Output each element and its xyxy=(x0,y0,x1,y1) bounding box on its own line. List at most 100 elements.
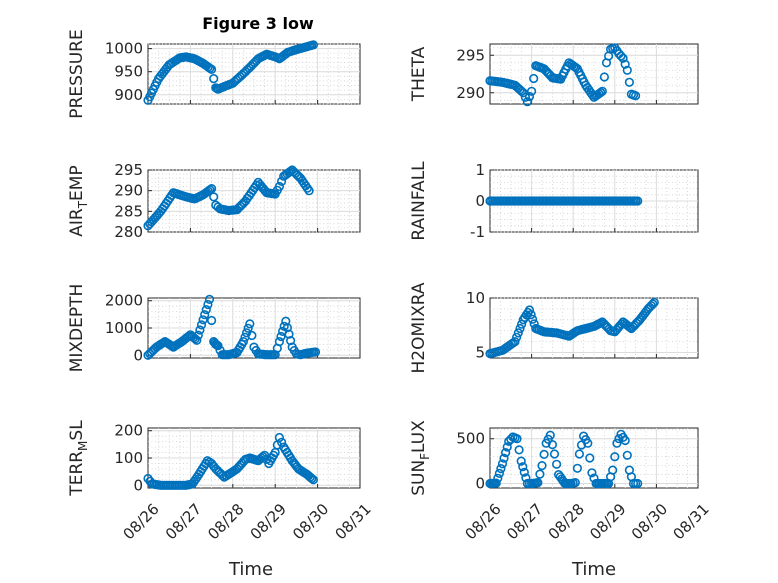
y-axis-label: TERRMSL xyxy=(67,420,90,497)
data-point xyxy=(193,330,203,340)
data-point xyxy=(304,186,314,196)
y-tick-label: 0 xyxy=(475,192,485,210)
y-tick-label: 285 xyxy=(114,202,143,220)
data-point xyxy=(502,442,512,452)
x-tick-label: 08/27 xyxy=(162,500,205,543)
data-point xyxy=(570,478,580,488)
data-point xyxy=(207,315,217,326)
data-point xyxy=(511,332,522,342)
subplot-theta: 290 295 THETA xyxy=(409,43,699,107)
x-tick-label: 08/30 xyxy=(628,500,671,543)
data-point xyxy=(520,92,531,102)
data-point xyxy=(610,452,620,462)
data-point xyxy=(310,347,321,357)
y-tick-label: 1000 xyxy=(105,40,143,58)
subplot-sun-flux: 0 500 SUNFLUX 08/2608/2708/2808/2908/3008/3… xyxy=(409,420,713,543)
y-axis-label: H2OMIXRA xyxy=(409,282,429,373)
data-point xyxy=(510,337,520,347)
x-tick-label: 08/28 xyxy=(204,500,247,543)
x-tick-label: 08/29 xyxy=(586,500,629,543)
data-point xyxy=(195,325,205,335)
data-point xyxy=(585,453,595,463)
data-point xyxy=(622,65,632,75)
y-axis-label: MIXDEPTH xyxy=(67,284,87,373)
data-point xyxy=(308,475,319,485)
data-point xyxy=(612,438,622,448)
data-point xyxy=(307,473,317,484)
data-point xyxy=(630,91,641,101)
x-tick-label: 08/26 xyxy=(461,500,504,543)
data-point xyxy=(513,328,523,338)
data-point xyxy=(213,341,223,351)
data-point xyxy=(522,97,533,107)
data-point xyxy=(599,72,610,82)
data-point xyxy=(274,432,285,443)
axes-box xyxy=(147,169,361,233)
data-point xyxy=(526,310,536,320)
y-tick-label: 1000 xyxy=(105,319,143,337)
data-point xyxy=(537,461,547,471)
y-tick-label: 900 xyxy=(114,86,143,104)
data-point xyxy=(247,330,257,341)
data-point xyxy=(192,335,202,345)
data-point xyxy=(539,449,549,460)
data-point xyxy=(496,464,506,474)
data-point xyxy=(506,434,516,444)
data-point xyxy=(274,337,285,347)
y-tick-label: 295 xyxy=(456,46,485,64)
data-point xyxy=(514,445,524,455)
y-tick-label: 0 xyxy=(133,346,143,364)
data-point xyxy=(518,462,528,472)
data-point xyxy=(551,459,562,469)
data-point xyxy=(608,465,618,475)
data-point xyxy=(209,192,219,202)
data-point xyxy=(494,468,505,479)
data-point xyxy=(201,305,211,315)
data-point xyxy=(512,434,522,444)
data-point xyxy=(625,322,635,332)
data-point xyxy=(501,448,511,458)
data-point xyxy=(648,299,658,309)
data-point xyxy=(238,337,248,347)
data-point xyxy=(526,86,537,96)
x-axis-label-left: Time xyxy=(228,559,273,580)
x-tick-label: 08/28 xyxy=(545,500,588,543)
data-point xyxy=(207,184,217,194)
data-point xyxy=(515,323,525,334)
data-point xyxy=(587,468,597,478)
y-tick-label: 0 xyxy=(133,476,143,494)
subplot-h2omixra: 5 10 H2OMIXRA xyxy=(409,282,699,374)
y-tick-label: 0 xyxy=(475,475,485,493)
data-point xyxy=(209,73,219,84)
data-point xyxy=(596,87,606,98)
data-point xyxy=(624,77,635,87)
y-tick-label: 5 xyxy=(475,344,485,362)
data-point xyxy=(547,440,558,450)
data-point xyxy=(616,51,626,61)
subplot-pressure: 900 950 1000 PRESSURE xyxy=(67,29,361,119)
y-tick-label: 290 xyxy=(456,84,485,102)
data-point xyxy=(497,459,508,469)
data-point xyxy=(242,328,252,338)
subplot-rainfall: -1 0 1 RAINFALL xyxy=(409,161,699,241)
data-point xyxy=(529,73,539,84)
data-point xyxy=(277,437,287,447)
x-tick-label: 08/27 xyxy=(503,500,546,543)
data-point xyxy=(491,478,501,488)
data-point xyxy=(200,310,210,320)
x-tick-label: 08/30 xyxy=(289,500,332,543)
data-point xyxy=(205,185,215,195)
data-point xyxy=(618,53,628,63)
y-tick-label: 10 xyxy=(466,289,485,307)
x-axis-label-right: Time xyxy=(571,559,616,580)
data-point xyxy=(545,430,555,440)
data-point xyxy=(516,456,526,466)
y-tick-label: 295 xyxy=(114,161,143,179)
data-point xyxy=(533,478,543,488)
data-point xyxy=(203,299,213,310)
x-tick-label: 08/26 xyxy=(119,500,162,543)
y-tick-label: -1 xyxy=(470,223,485,241)
y-axis-label: AIRTEMP xyxy=(67,165,90,236)
